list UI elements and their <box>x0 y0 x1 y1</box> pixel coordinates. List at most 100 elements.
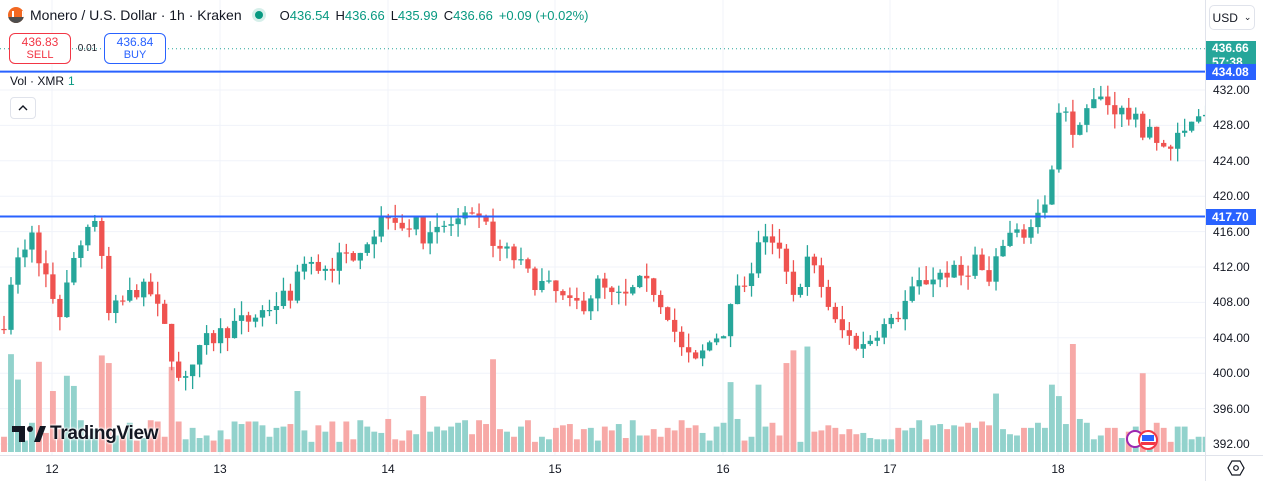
candle-body[interactable] <box>189 364 196 377</box>
candle-body[interactable] <box>113 300 119 314</box>
candle-body[interactable] <box>874 337 880 341</box>
candle-body[interactable] <box>658 294 664 308</box>
candle-body[interactable] <box>490 221 496 246</box>
candle-body[interactable] <box>1042 204 1048 213</box>
candle-body[interactable] <box>602 278 608 288</box>
candle-body[interactable] <box>280 290 287 307</box>
candle-body[interactable] <box>713 338 720 343</box>
candle-body[interactable] <box>741 285 748 287</box>
candle-body[interactable] <box>441 225 447 227</box>
candle-body[interactable] <box>839 319 845 331</box>
candle-body[interactable] <box>99 220 105 256</box>
candle-body[interactable] <box>930 279 936 285</box>
candle-body[interactable] <box>483 217 489 222</box>
candle-body[interactable] <box>1014 229 1020 233</box>
candle-body[interactable] <box>134 290 140 298</box>
candle-body[interactable] <box>43 263 49 275</box>
candle-body[interactable] <box>1084 108 1090 125</box>
candle-body[interactable] <box>434 226 440 233</box>
chart-settings-icon[interactable] <box>1227 459 1245 477</box>
symbol-title[interactable]: Monero / U.S. Dollar · 1h · Kraken <box>30 7 242 23</box>
candle-body[interactable] <box>532 268 538 291</box>
candle-body[interactable] <box>455 218 461 225</box>
collapse-legend-button[interactable] <box>10 97 36 119</box>
candle-body[interactable] <box>1070 111 1076 135</box>
candle-body[interactable] <box>1202 114 1205 117</box>
candle-body[interactable] <box>623 291 629 294</box>
candle-body[interactable] <box>1168 146 1174 149</box>
candle-body[interactable] <box>182 376 189 378</box>
candle-body[interactable] <box>504 246 510 249</box>
candle-body[interactable] <box>651 278 657 295</box>
candle-body[interactable] <box>210 333 217 344</box>
candle-body[interactable] <box>1098 96 1104 100</box>
candle-body[interactable] <box>727 304 734 337</box>
candle-body[interactable] <box>797 287 804 295</box>
candle-body[interactable] <box>888 317 894 325</box>
candle-body[interactable] <box>818 265 825 287</box>
candle-body[interactable] <box>78 245 84 258</box>
candle-body[interactable] <box>1056 112 1062 170</box>
candle-body[interactable] <box>1021 229 1027 238</box>
candle-body[interactable] <box>525 259 531 269</box>
candle-body[interactable] <box>120 300 126 302</box>
candle-body[interactable] <box>155 294 161 304</box>
candle-body[interactable] <box>413 217 419 230</box>
candle-body[interactable] <box>630 287 636 294</box>
candle-body[interactable] <box>1063 111 1069 113</box>
support-line-label[interactable]: 417.70 <box>1206 209 1256 225</box>
candle-body[interactable] <box>287 290 294 301</box>
candle-body[interactable] <box>699 350 706 359</box>
candle-body[interactable] <box>50 274 56 299</box>
candle-body[interactable] <box>378 217 384 237</box>
candle-body[interactable] <box>169 323 175 362</box>
candle-body[interactable] <box>678 331 685 348</box>
candle-body[interactable] <box>1077 124 1083 135</box>
candle-body[interactable] <box>1140 113 1146 138</box>
candle-body[interactable] <box>343 252 349 254</box>
buy-button[interactable]: 436.84 BUY <box>104 33 166 64</box>
candle-body[interactable] <box>294 271 301 301</box>
market-open-status-icon[interactable] <box>251 8 266 22</box>
candle-body[interactable] <box>1188 121 1195 131</box>
candle-body[interactable] <box>469 212 475 214</box>
candle-body[interactable] <box>1091 99 1097 109</box>
candle-body[interactable] <box>448 224 454 226</box>
candle-body[interactable] <box>36 232 42 264</box>
candle-body[interactable] <box>909 286 915 301</box>
candle-body[interactable] <box>553 280 559 292</box>
candle-body[interactable] <box>238 315 245 321</box>
candle-body[interactable] <box>720 336 727 339</box>
candle-body[interactable] <box>127 290 133 301</box>
candle-body[interactable] <box>259 310 266 318</box>
candle-body[interactable] <box>148 281 154 295</box>
candle-body[interactable] <box>315 261 322 271</box>
candle-body[interactable] <box>162 303 168 324</box>
candle-body[interactable] <box>1126 107 1132 120</box>
candle-body[interactable] <box>518 259 524 261</box>
candle-body[interactable] <box>923 280 929 285</box>
candle-body[interactable] <box>546 280 552 282</box>
candle-body[interactable] <box>1133 113 1139 120</box>
candle-body[interactable] <box>308 261 315 264</box>
candle-body[interactable] <box>783 248 790 272</box>
candle-body[interactable] <box>734 285 741 305</box>
resistance-line-label[interactable]: 434.08 <box>1206 64 1256 80</box>
candle-body[interactable] <box>406 228 412 230</box>
candle-body[interactable] <box>1181 130 1188 133</box>
candle-body[interactable] <box>832 306 839 320</box>
candle-body[interactable] <box>1175 132 1181 149</box>
candle-body[interactable] <box>1147 126 1153 138</box>
candle-body[interactable] <box>301 263 308 272</box>
candle-body[interactable] <box>71 257 77 283</box>
candle-body[interactable] <box>385 217 391 219</box>
candle-body[interactable] <box>972 254 978 276</box>
candle-body[interactable] <box>853 335 859 349</box>
candlestick-chart[interactable] <box>0 0 1205 455</box>
candle-body[interactable] <box>825 286 832 307</box>
candle-body[interactable] <box>29 232 35 250</box>
candle-body[interactable] <box>392 218 398 223</box>
time-axis[interactable]: 12 13 14 15 16 17 18 <box>0 455 1205 481</box>
candle-body[interactable] <box>1112 105 1118 115</box>
tradingview-logo[interactable]: TradingView <box>12 423 159 445</box>
